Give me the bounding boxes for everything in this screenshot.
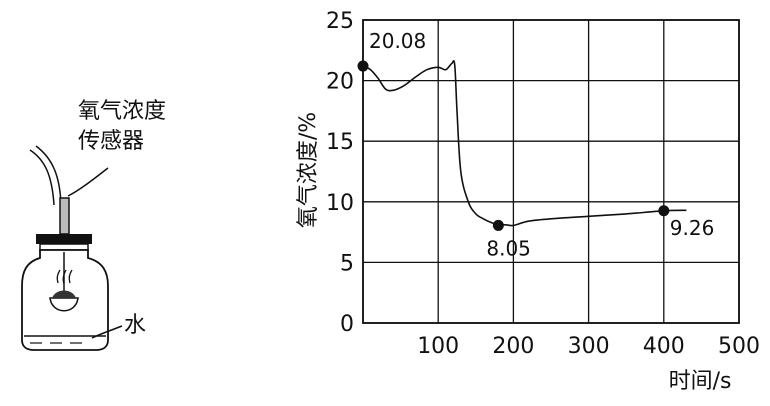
y-tick-labels: 0 5 10 15 20 25 [326,9,354,337]
sensor-leader-line [67,167,109,197]
sensor-probe [59,197,70,235]
y-tick-label: 15 [326,130,354,155]
sensor-cable [29,149,55,206]
x-axis-label: 时间/s [669,369,732,394]
plot-frame [362,19,740,324]
x-tick-label: 200 [492,334,534,359]
sensor-label-line1: 氧气浓度 [78,99,166,124]
oxygen-series-line [362,59,687,227]
bottle-stopper [36,234,92,244]
x-tick-label: 500 [718,334,760,359]
burning-substance [52,290,76,298]
flame-icon-2 [62,269,67,285]
apparatus: 氧气浓度 传感器 水 [21,99,166,351]
data-point-marker [357,60,369,72]
flame-icon-3 [68,269,73,284]
water-label: 水 [124,313,146,338]
data-point-label: 8.05 [486,236,531,260]
sensor-label-line2: 传感器 [78,129,144,154]
water-leader-line [91,325,123,339]
flame-icon [56,269,61,284]
y-tick-label: 0 [340,312,354,337]
spoon-bowl [49,297,79,312]
chart-grid [362,19,740,324]
y-axis-label: 氧气浓度/% [296,112,321,228]
x-tick-label: 100 [417,334,459,359]
y-tick-label: 10 [326,191,354,216]
x-tick-labels: 100 200 300 400 500 [417,334,760,359]
data-point-marker [658,205,670,217]
x-tick-label: 400 [643,334,685,359]
data-point-label: 20.08 [369,29,426,53]
y-tick-label: 5 [340,251,354,276]
oxygen-chart: 0 5 10 15 20 25 100 200 300 400 500 20.08 8.05 9.26… [296,9,760,394]
marked-points: 20.08 8.05 9.26 [357,29,715,260]
y-tick-label: 20 [326,70,354,95]
data-point-label: 9.26 [670,216,715,240]
y-tick-label: 25 [326,9,354,34]
sensor-cable-2 [35,145,62,206]
data-point-marker [492,219,504,231]
x-tick-label: 300 [568,334,610,359]
